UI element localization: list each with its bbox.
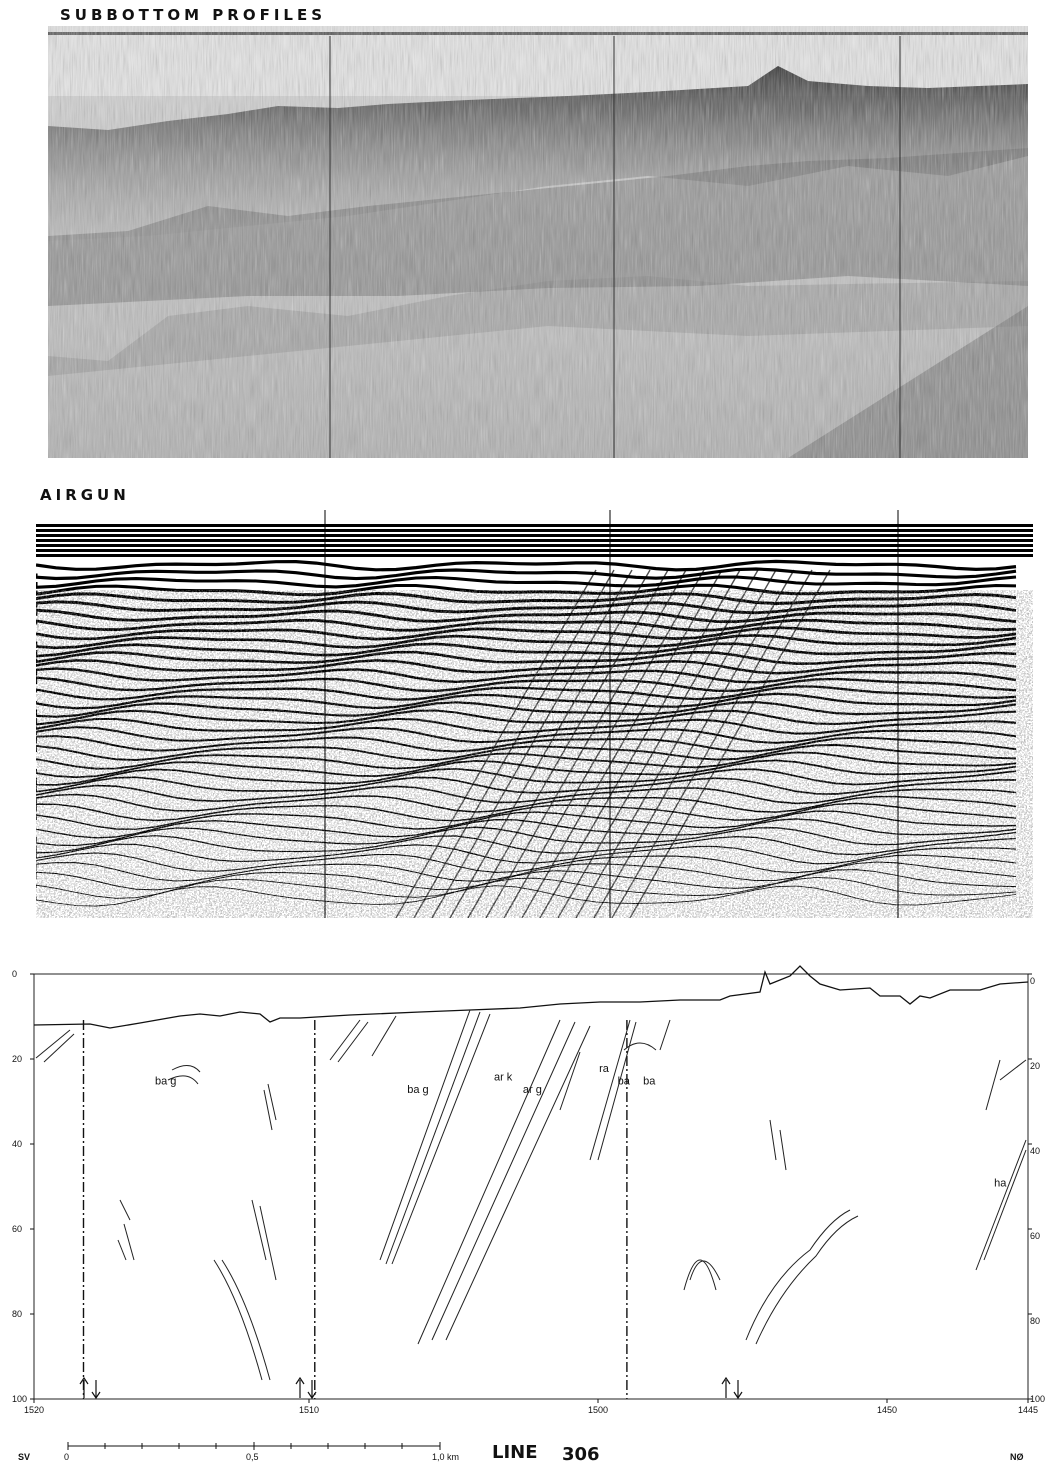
geologic-unit-label: ba g bbox=[155, 1076, 176, 1088]
fault-arrows bbox=[79, 1376, 743, 1400]
right-depth-tick-label: 20 bbox=[1030, 1061, 1040, 1071]
subbottom-profile-image bbox=[48, 26, 1028, 458]
left-depth-tick-label: 80 bbox=[12, 1309, 22, 1319]
interpretation-drawing: 1520 1510 1500 1450 1445 0 20 40 60 80 100 0 20 40 6… bbox=[0, 960, 1049, 1473]
left-depth-tick-label: 40 bbox=[12, 1139, 22, 1149]
line-number: 306 bbox=[562, 1444, 600, 1465]
right-depth-tick-label: 80 bbox=[1030, 1316, 1040, 1326]
left-depth-tick-label: 0 bbox=[12, 969, 17, 979]
left-depth-tick-label: 60 bbox=[12, 1224, 22, 1234]
right-depth-tick-label: 40 bbox=[1030, 1146, 1040, 1156]
subbottom-profile-svg bbox=[48, 26, 1028, 458]
interpretation-svg: 1520 1510 1500 1450 1445 0 20 40 60 80 100 0 20 40 6… bbox=[12, 965, 1045, 1465]
scale-tick-1km: 1,0 km bbox=[432, 1452, 459, 1462]
x-axis-tick-label: 1520 bbox=[24, 1405, 44, 1415]
left-depth-tick-label: 20 bbox=[12, 1054, 22, 1064]
airgun-profile-image bbox=[36, 510, 1033, 918]
scale-tick-half: 0,5 bbox=[246, 1452, 259, 1462]
noise-texture bbox=[48, 26, 1028, 458]
geologic-unit-label: ba g bbox=[407, 1084, 428, 1096]
geologic-unit-label: ba bbox=[643, 1076, 656, 1088]
seabed-line bbox=[33, 965, 1029, 1029]
geologic-unit-label: ba bbox=[618, 1076, 631, 1088]
right-depth-tick-label: 100 bbox=[1030, 1394, 1045, 1404]
interpretation-frame bbox=[33, 973, 1029, 1400]
subbottom-profiles-title: SUBBOTTOM PROFILES bbox=[60, 6, 327, 24]
x-axis-tick-label: 1500 bbox=[588, 1405, 608, 1415]
scale-bar-ticks bbox=[67, 1442, 441, 1450]
reflector-sketches bbox=[35, 1009, 1027, 1381]
scale-tick-0: 0 bbox=[64, 1452, 69, 1462]
geologic-unit-label: ra bbox=[599, 1063, 610, 1075]
airgun-title: AIRGUN bbox=[40, 486, 130, 504]
x-axis-tick-label: 1510 bbox=[299, 1405, 319, 1415]
line-label-prefix: LINE bbox=[492, 1442, 538, 1463]
scale-right-direction: NØ bbox=[1010, 1452, 1024, 1462]
geologic-unit-label: ha bbox=[994, 1178, 1007, 1190]
right-depth-tick-label: 0 bbox=[1030, 976, 1035, 986]
x-axis-tick-label: 1450 bbox=[877, 1405, 897, 1415]
airgun-noise bbox=[36, 590, 1033, 918]
geologic-unit-label: ar k bbox=[494, 1071, 513, 1083]
x-axis-tick-label: 1445 bbox=[1018, 1405, 1038, 1415]
scale-left-direction: SV bbox=[18, 1452, 30, 1462]
right-depth-tick-label: 60 bbox=[1030, 1231, 1040, 1241]
airgun-profile-svg bbox=[36, 510, 1033, 918]
geologic-unit-label: ar g bbox=[523, 1084, 542, 1096]
left-depth-tick-label: 100 bbox=[12, 1394, 27, 1404]
